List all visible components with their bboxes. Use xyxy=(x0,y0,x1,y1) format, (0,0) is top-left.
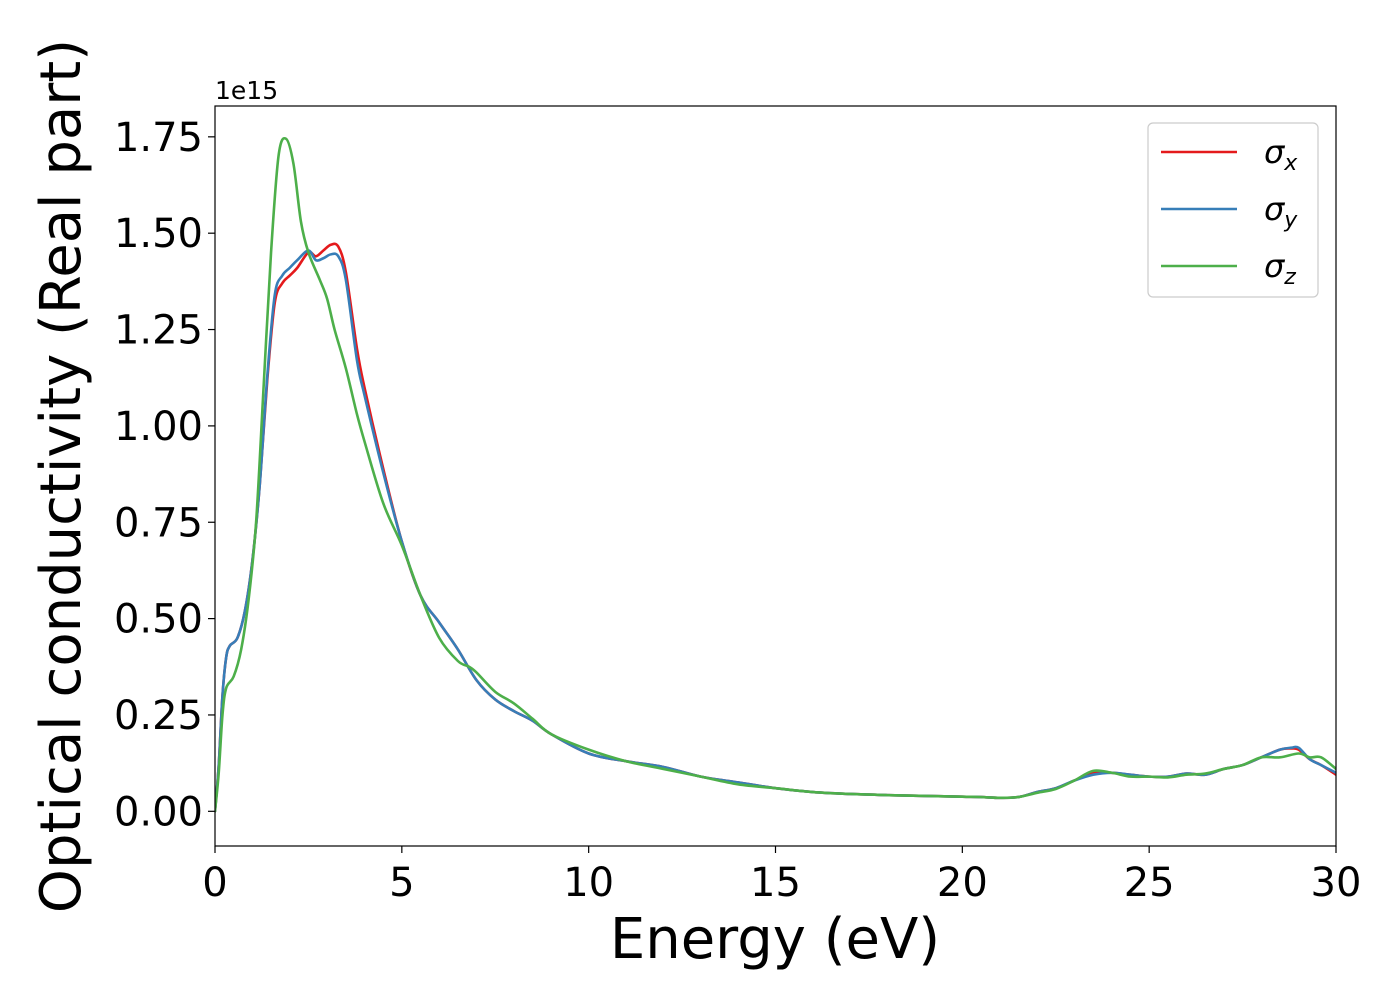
series-layer xyxy=(215,136,1336,813)
legend-symbol: σ xyxy=(1264,247,1286,285)
x-tick-label: 0 xyxy=(202,860,227,906)
legend-label-z: σz xyxy=(1264,247,1296,290)
y-tick-label: 0.25 xyxy=(114,693,203,739)
x-tick-label: 30 xyxy=(1311,860,1362,906)
legend-subscript: z xyxy=(1283,265,1296,290)
y-tick-label: 0.50 xyxy=(114,597,203,643)
x-tick-label: 20 xyxy=(937,860,988,906)
y-axis-title: Optical conductivity (Real part) xyxy=(29,39,94,913)
legend-subscript: y xyxy=(1283,208,1298,233)
legend-label-y: σy xyxy=(1264,190,1298,233)
y-tick-label: 1.25 xyxy=(114,308,203,354)
legend-symbol: σ xyxy=(1264,190,1286,228)
x-tick-label: 10 xyxy=(563,860,614,906)
x-axis: 0 5 10 15 20 25 30 xyxy=(202,846,1361,906)
y-offset-label: 1e15 xyxy=(215,76,278,105)
y-tick-label: 1.00 xyxy=(114,404,203,450)
legend-symbol: σ xyxy=(1264,133,1286,171)
x-tick-label: 25 xyxy=(1124,860,1175,906)
y-tick-label: 0.00 xyxy=(114,789,203,835)
y-tick-label: 0.75 xyxy=(114,500,203,546)
y-tick-label: 1.75 xyxy=(114,115,203,161)
legend-subscript: x xyxy=(1283,151,1298,176)
y-tick-label: 1.50 xyxy=(114,211,203,257)
y-axis: 0.00 0.25 0.50 0.75 1.00 1.25 1.50 1.75 xyxy=(114,115,215,835)
x-axis-title: Energy (eV) xyxy=(610,907,940,972)
series-line-z xyxy=(215,136,1336,813)
legend-label-x: σx xyxy=(1264,133,1298,176)
x-tick-label: 5 xyxy=(389,860,414,906)
x-tick-label: 15 xyxy=(750,860,801,906)
